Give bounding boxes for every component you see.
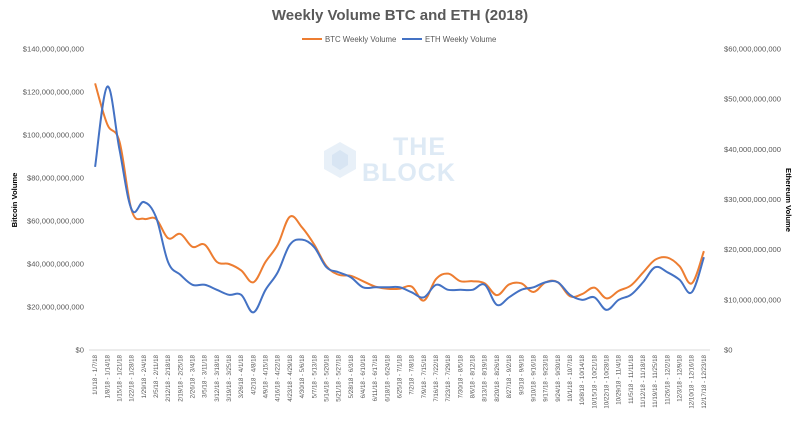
the-block-watermark: THE BLOCK bbox=[324, 133, 456, 187]
x-tick-label: 9/10/18 - 9/16/18 bbox=[530, 354, 537, 401]
x-tick-label: 2/19/18 - 2/25/18 bbox=[177, 354, 184, 401]
x-tick-label: 6/18/18 - 6/24/18 bbox=[384, 354, 391, 401]
x-tick-label: 11/12/18 - 11/18/18 bbox=[640, 354, 647, 407]
x-tick-label: 1/8/18 - 1/14/18 bbox=[104, 354, 111, 398]
x-tick-label: 10/15/18 - 10/21/18 bbox=[591, 354, 598, 408]
x-tick-label: 2/12/18 - 2/18/18 bbox=[165, 354, 172, 401]
x-tick-label: 5/14/18 - 5/20/18 bbox=[323, 354, 330, 401]
x-tick-label: 10/8/18 - 10/14/18 bbox=[579, 354, 586, 405]
legend-label-btc: BTC Weekly Volume bbox=[325, 35, 396, 44]
right-y-tick-label: $40,000,000,000 bbox=[724, 145, 781, 154]
legend: BTC Weekly Volume ETH Weekly Volume bbox=[302, 35, 496, 44]
btc-volume-line bbox=[94, 83, 705, 302]
x-tick-label: 6/25/18 - 7/1/18 bbox=[397, 354, 404, 398]
x-tick-label: 7/2/18 - 7/8/18 bbox=[409, 354, 416, 394]
x-tick-label: 1/29/18 - 2/4/18 bbox=[141, 354, 148, 398]
chart-title: Weekly Volume BTC and ETH (2018) bbox=[272, 7, 528, 24]
x-tick-label: 10/1/18 - 10/7/18 bbox=[567, 354, 574, 401]
x-tick-label: 11/5/18 - 11/11/18 bbox=[628, 354, 635, 403]
x-tick-label: 8/27/18 - 9/2/18 bbox=[506, 354, 513, 398]
x-tick-label: 10/22/18 - 10/28/18 bbox=[604, 354, 611, 408]
x-tick-label: 11/19/18 - 11/25/18 bbox=[652, 354, 659, 407]
x-tick-label: 5/7/18 - 5/13/18 bbox=[311, 354, 318, 398]
right-y-tick-label: $10,000,000,000 bbox=[724, 295, 781, 304]
left-y-tick-label: $40,000,000,000 bbox=[27, 260, 84, 269]
watermark-text-line2: BLOCK bbox=[362, 159, 456, 187]
left-y-tick-label: $20,000,000,000 bbox=[27, 303, 84, 312]
left-y-tick-label: $60,000,000,000 bbox=[27, 217, 84, 226]
x-tick-label: 5/28/18 - 6/3/18 bbox=[348, 354, 355, 398]
eth-volume-line bbox=[94, 85, 705, 314]
x-tick-label: 12/10/18 - 12/16/18 bbox=[689, 354, 696, 408]
x-axis-tick-labels: 1/1/18 - 1/7/18 1/8/18 - 1/14/18 1/15/18 -… bbox=[92, 354, 708, 408]
left-y-tick-label: $0 bbox=[76, 346, 84, 355]
right-y-axis: $0 $10,000,000,000 $20,000,000,000 $30,000,… bbox=[724, 45, 781, 355]
watermark-cube-inner bbox=[332, 150, 348, 170]
x-tick-label: 9/17/18 - 9/23/18 bbox=[543, 354, 550, 401]
legend-label-eth: ETH Weekly Volume bbox=[425, 35, 496, 44]
watermark-text-line1: THE bbox=[393, 133, 446, 161]
x-tick-label: 12/3/18 - 12/9/18 bbox=[677, 354, 684, 401]
x-tick-label: 6/11/18 - 6/17/18 bbox=[372, 354, 379, 401]
right-axis-title: Ethereum Volume bbox=[784, 168, 793, 232]
x-tick-label: 4/16/18 - 4/22/18 bbox=[275, 354, 282, 401]
left-y-tick-label: $140,000,000,000 bbox=[23, 45, 84, 54]
left-y-axis: $0 $20,000,000,000 $40,000,000,000 $60,000,… bbox=[23, 45, 84, 355]
x-tick-label: 7/23/18 - 7/29/18 bbox=[445, 354, 452, 401]
left-y-tick-label: $80,000,000,000 bbox=[27, 174, 84, 183]
x-tick-label: 4/2/18 - 4/8/18 bbox=[250, 354, 257, 394]
x-tick-label: 3/5/18 - 3/11/18 bbox=[202, 354, 209, 397]
x-tick-label: 10/29/18 - 11/4/18 bbox=[616, 354, 623, 404]
x-tick-label: 2/26/18 - 3/4/18 bbox=[190, 354, 197, 398]
x-tick-label: 4/30/18 - 5/6/18 bbox=[299, 354, 306, 398]
left-y-tick-label: $100,000,000,000 bbox=[23, 131, 84, 140]
right-y-tick-label: $20,000,000,000 bbox=[724, 245, 781, 254]
x-tick-label: 8/6/18 - 8/12/18 bbox=[470, 354, 477, 398]
x-tick-label: 8/13/18 - 8/19/18 bbox=[482, 354, 489, 401]
x-tick-label: 3/26/18 - 4/1/18 bbox=[238, 354, 245, 398]
right-y-tick-label: $0 bbox=[724, 346, 732, 355]
x-tick-label: 4/9/18 - 4/15/18 bbox=[263, 354, 270, 398]
x-tick-label: 1/22/18 - 1/28/18 bbox=[129, 354, 136, 401]
x-tick-label: 7/30/18 - 8/5/18 bbox=[457, 354, 464, 398]
x-tick-label: 1/1/18 - 1/7/18 bbox=[92, 354, 99, 394]
right-y-tick-label: $30,000,000,000 bbox=[724, 195, 781, 204]
x-tick-label: 7/16/18 - 7/22/18 bbox=[433, 354, 440, 401]
x-tick-label: 6/4/18 - 6/10/18 bbox=[360, 354, 367, 398]
x-tick-label: 5/21/18 - 5/27/18 bbox=[336, 354, 343, 401]
left-axis-title: Bitcoin Volume bbox=[10, 173, 19, 228]
x-tick-label: 9/3/18 - 9/9/18 bbox=[518, 354, 525, 394]
x-tick-label: 4/23/18 - 4/29/18 bbox=[287, 354, 294, 401]
x-tick-label: 3/19/18 - 3/25/18 bbox=[226, 354, 233, 401]
x-tick-label: 8/20/18 - 8/26/18 bbox=[494, 354, 501, 401]
x-tick-label: 11/26/18 - 12/2/18 bbox=[664, 354, 671, 404]
x-tick-label: 3/12/18 - 3/18/18 bbox=[214, 354, 221, 401]
right-y-tick-label: $60,000,000,000 bbox=[724, 45, 781, 54]
x-tick-label: 7/9/18 - 7/15/18 bbox=[421, 354, 428, 398]
x-tick-label: 9/24/18 - 9/30/18 bbox=[555, 354, 562, 401]
x-tick-label: 2/5/18 - 2/11/18 bbox=[153, 354, 160, 397]
right-y-tick-label: $50,000,000,000 bbox=[724, 95, 781, 104]
x-tick-label: 1/15/18 - 1/21/18 bbox=[116, 354, 123, 401]
x-tick-label: 12/17/18 - 12/23/18 bbox=[701, 354, 708, 408]
left-y-tick-label: $120,000,000,000 bbox=[23, 88, 84, 97]
